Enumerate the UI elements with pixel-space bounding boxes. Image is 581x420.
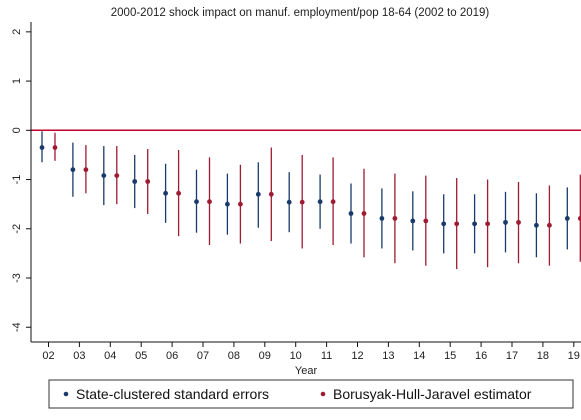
x-tick-label: 18 (537, 350, 549, 362)
point-estimate (547, 222, 552, 228)
x-tick-label: 16 (475, 350, 487, 362)
y-tick-label: -4 (11, 322, 23, 332)
x-tick-label: 12 (351, 350, 363, 362)
y-tick-label: 1 (11, 78, 23, 84)
x-tick-label: 19 (568, 350, 580, 362)
x-tick-label: 02 (42, 350, 54, 362)
point-estimate (225, 201, 230, 207)
x-axis-ticks: 02 03 04 05 06 07 08 09 10 11 12 13 14 15 16 17 18 19 (42, 342, 580, 362)
point-estimate (348, 211, 354, 216)
point-estimate (101, 173, 107, 179)
legend-marker-series-2 (320, 391, 326, 397)
x-tick-label: 13 (382, 350, 394, 362)
x-tick-label: 15 (444, 350, 456, 362)
point-estimate (516, 219, 521, 225)
y-tick-label: -2 (11, 224, 23, 234)
point-estimate (423, 218, 429, 224)
x-tick-label: 03 (73, 350, 85, 362)
point-estimate (255, 191, 261, 197)
point-estimate (361, 211, 367, 216)
x-tick-label: 17 (506, 350, 518, 362)
point-estimate (145, 179, 151, 184)
point-estimate (441, 221, 447, 227)
point-estimate (392, 216, 398, 221)
point-estimate (485, 221, 490, 227)
x-tick-label: 14 (413, 350, 425, 362)
point-estimate (207, 199, 212, 205)
y-axis-ticks: 2 1 0 -1 -2 -3 -4 (11, 29, 31, 332)
point-estimate (454, 221, 460, 227)
point-estimate (330, 199, 336, 205)
x-tick-label: 04 (104, 350, 116, 362)
legend-frame (48, 379, 574, 409)
y-tick-label: 0 (11, 127, 23, 133)
y-tick-label: -1 (11, 175, 23, 185)
series-1 (39, 131, 570, 258)
legend: State-clustered standard errors Borusyak… (48, 379, 574, 409)
point-estimate (176, 190, 182, 196)
point-estimate (410, 218, 416, 224)
point-estimate (83, 167, 89, 173)
x-tick-label: 11 (321, 350, 332, 362)
point-estimate (503, 219, 508, 225)
point-estimate (299, 199, 305, 205)
point-estimate (268, 191, 274, 197)
point-estimate (534, 222, 539, 228)
point-estimate (564, 216, 570, 221)
point-estimate (577, 216, 581, 221)
point-estimate (70, 167, 76, 173)
x-tick-label: 06 (166, 350, 178, 362)
plot-region (31, 129, 581, 270)
point-estimate (317, 199, 323, 205)
x-tick-label: 05 (135, 350, 147, 362)
x-tick-label: 08 (228, 350, 240, 362)
point-estimate (379, 216, 385, 221)
point-estimate (472, 221, 477, 227)
legend-marker-series-1 (63, 391, 69, 397)
point-estimate (114, 173, 120, 179)
point-estimate (286, 199, 292, 205)
legend-label-series-1: State-clustered standard errors (76, 386, 269, 402)
point-estimate (194, 199, 199, 205)
point-estimate (39, 145, 45, 150)
x-tick-label: 07 (197, 350, 209, 362)
point-estimate (52, 145, 58, 150)
series-2 (52, 132, 581, 270)
point-estimate (132, 179, 138, 184)
x-tick-label: 10 (290, 350, 302, 362)
point-estimate (238, 201, 243, 207)
x-tick-label: 09 (259, 350, 271, 362)
y-tick-label: -3 (11, 273, 23, 283)
x-axis-label: Year (295, 365, 318, 377)
legend-label-series-2: Borusyak-Hull-Jaravel estimator (333, 386, 532, 402)
point-estimate (163, 190, 169, 196)
y-tick-label: 2 (11, 29, 23, 35)
chart-title: 2000-2012 shock impact on manuf. employm… (111, 7, 490, 19)
